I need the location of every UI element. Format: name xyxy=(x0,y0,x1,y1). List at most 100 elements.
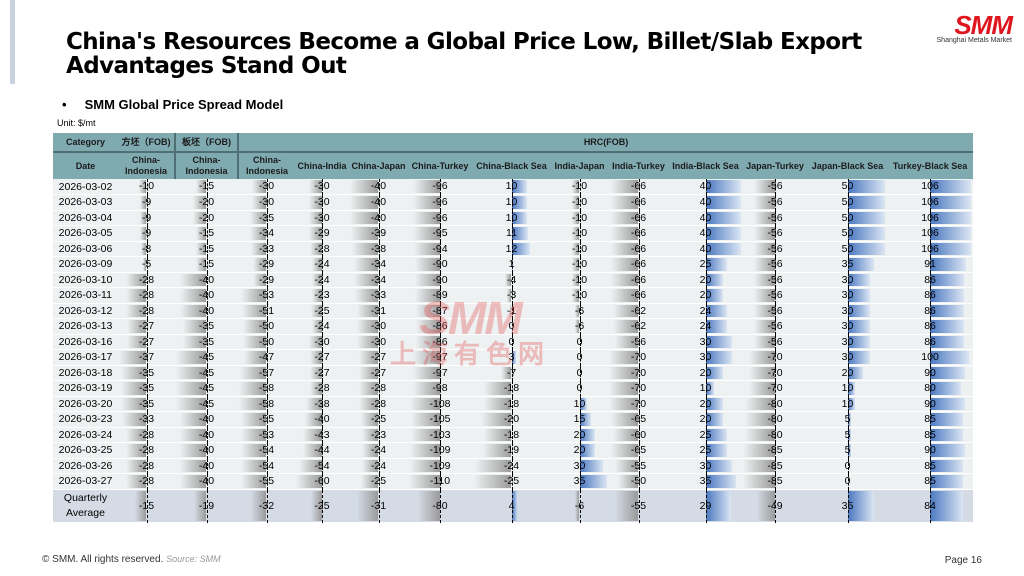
data-bar-positive xyxy=(705,397,724,410)
data-bar-negative xyxy=(125,459,147,472)
value-cell: -30 xyxy=(349,334,408,350)
data-bar-negative xyxy=(298,459,322,472)
cell-value: 10 xyxy=(841,397,854,410)
cell-value: -51 xyxy=(258,304,275,317)
value-cell: -15 xyxy=(175,256,238,273)
table-row: 2026-03-27 -28 -40 -55 -60 -25 -110 -25 35 -50 35 -… xyxy=(53,473,974,490)
cell-value: 30 xyxy=(841,335,854,348)
bar-axis xyxy=(705,474,707,490)
bar-axis xyxy=(322,288,323,304)
cell-value: -53 xyxy=(258,428,275,441)
value-cell: 35 xyxy=(808,489,887,523)
cell-value: -28 xyxy=(370,397,387,410)
data-bar-positive xyxy=(579,459,603,472)
cell-value: 40 xyxy=(699,180,712,192)
bar-axis xyxy=(775,427,776,443)
value-cell: -15 xyxy=(175,179,238,195)
value-cell: -62 xyxy=(608,303,669,319)
date-cell: 2026-03-18 xyxy=(53,365,118,381)
bar-axis xyxy=(146,396,148,412)
data-bar-negative xyxy=(574,490,580,521)
value-cell: -35 xyxy=(118,380,175,397)
cell-value: -70 xyxy=(767,366,783,379)
bar-axis xyxy=(775,334,776,350)
cell-value: -56 xyxy=(767,258,783,270)
data-bar-negative xyxy=(615,459,639,472)
bar-axis xyxy=(266,319,268,335)
data-bar-negative xyxy=(310,351,322,364)
bar-axis xyxy=(146,334,148,350)
date-cell: 2026-03-24 xyxy=(53,427,118,443)
data-bar-positive xyxy=(847,227,886,240)
data-bar-negative xyxy=(241,289,267,302)
cell-value: -90 xyxy=(432,273,448,286)
bar-axis xyxy=(775,303,776,319)
table-row: 2026-03-23 -33 -40 -55 -40 -25 -105 -20 15 -65 20 -… xyxy=(53,411,974,428)
date-cell: 2026-03-09 xyxy=(53,256,118,273)
value-cell: 50 xyxy=(808,179,887,195)
value-cell: -31 xyxy=(349,489,408,523)
cell-value: -85 xyxy=(767,444,783,456)
value-cell: 90 xyxy=(887,442,974,459)
value-cell: -40 xyxy=(175,303,238,319)
data-bar-negative xyxy=(610,289,639,302)
value-cell: -28 xyxy=(295,380,349,397)
value-cell: 20 xyxy=(669,411,742,428)
bar-axis xyxy=(579,427,581,443)
bar-axis xyxy=(930,288,932,304)
data-bar-negative xyxy=(754,273,775,286)
data-bar-negative xyxy=(239,397,267,410)
cell-value: -30 xyxy=(370,335,387,348)
value-cell: -38 xyxy=(349,241,408,257)
data-bar-negative xyxy=(241,428,267,441)
cell-value: -30 xyxy=(370,320,387,332)
data-bar-negative xyxy=(610,258,639,271)
value-cell: -80 xyxy=(742,396,808,412)
bar-axis xyxy=(206,443,208,459)
data-bar-positive xyxy=(705,459,732,472)
value-cell: 0 xyxy=(808,473,887,490)
cell-value: 85 xyxy=(924,413,936,425)
value-cell: 12 xyxy=(472,241,551,257)
bar-axis xyxy=(579,303,581,319)
data-bar-negative xyxy=(179,413,207,426)
cell-value: -37 xyxy=(138,351,155,363)
bar-axis xyxy=(440,443,441,459)
cell-value: -40 xyxy=(198,444,215,456)
value-cell: 3 xyxy=(472,349,551,366)
bar-axis xyxy=(146,241,148,257)
bar-axis xyxy=(440,489,441,523)
data-bar-negative xyxy=(754,289,775,302)
data-bar-negative xyxy=(610,242,639,255)
bar-axis xyxy=(378,489,380,523)
data-bar-negative xyxy=(135,490,147,521)
bar-axis xyxy=(847,226,849,242)
value-cell: 20 xyxy=(669,365,742,381)
bar-axis xyxy=(511,334,513,350)
data-bar-negative xyxy=(179,304,207,317)
bar-axis xyxy=(579,272,581,288)
cell-value: -10 xyxy=(571,258,588,270)
data-bar-negative xyxy=(611,444,639,457)
cell-value: -62 xyxy=(630,320,647,332)
cell-value: -25 xyxy=(314,499,330,512)
data-bar-negative xyxy=(139,180,147,193)
value-cell: -29 xyxy=(238,256,295,273)
value-cell: -6 xyxy=(551,318,608,335)
value-cell: -109 xyxy=(408,442,472,459)
value-cell: -10 xyxy=(551,272,608,288)
cell-value: -53 xyxy=(258,289,275,301)
value-cell: -35 xyxy=(175,318,238,335)
cell-value: 50 xyxy=(841,196,854,208)
data-bar-positive xyxy=(930,304,964,317)
cell-value: -54 xyxy=(258,444,275,456)
data-bar-positive xyxy=(930,382,962,395)
bar-axis xyxy=(930,381,932,397)
bar-axis xyxy=(146,179,148,195)
value-cell: -66 xyxy=(608,256,669,273)
column-header: India-Black Sea xyxy=(669,152,742,179)
value-cell: -109 xyxy=(408,458,472,474)
table-row: 2026-03-18 -35 -45 -57 -27 -27 -97 -7 0 -70 20 -70 2… xyxy=(53,365,974,381)
cell-value: 30 xyxy=(841,289,854,301)
value-cell: -66 xyxy=(608,210,669,226)
